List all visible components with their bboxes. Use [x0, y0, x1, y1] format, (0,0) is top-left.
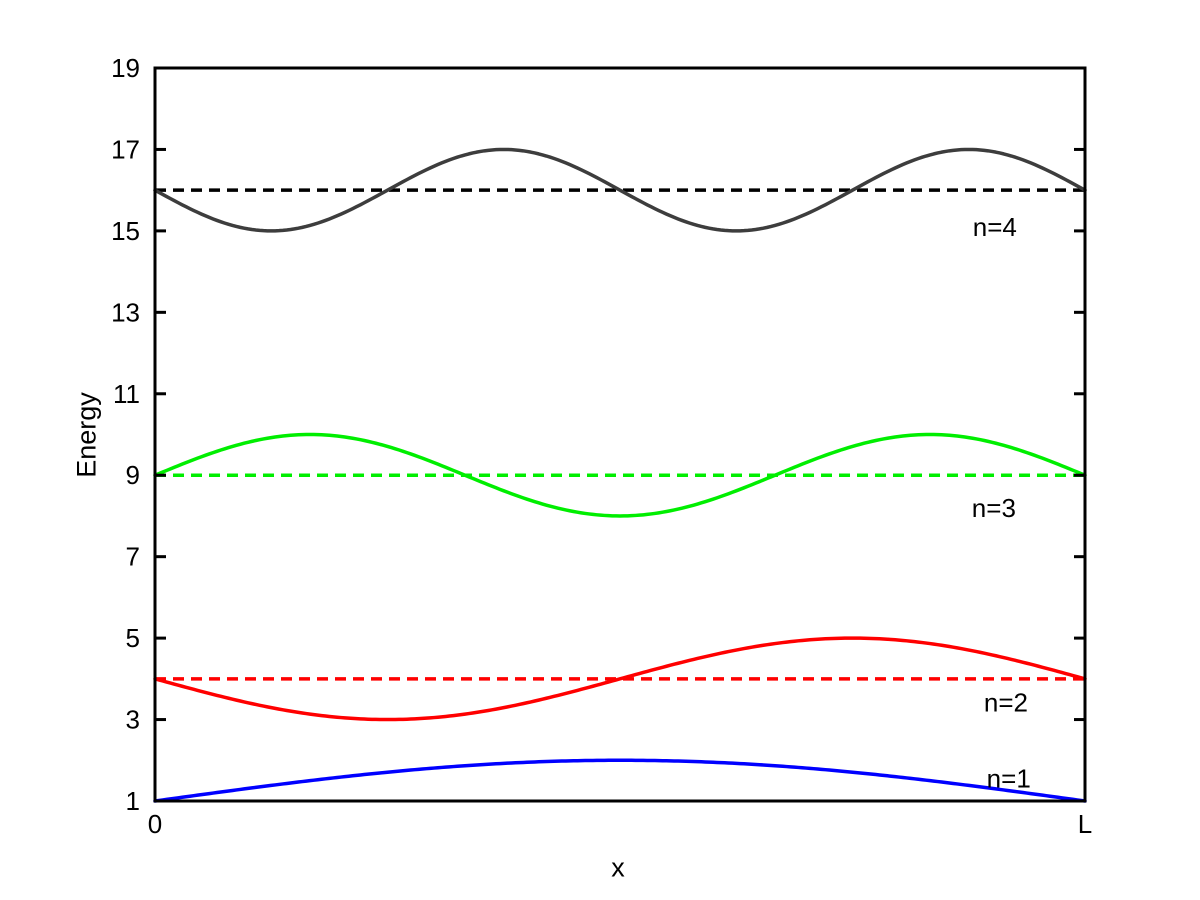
curve-annotation-n2: n=2	[984, 687, 1028, 717]
y-axis-title: Energy	[71, 392, 102, 478]
y-tick-label: 17	[111, 134, 140, 164]
y-tick-label: 7	[126, 542, 140, 572]
y-tick-label: 13	[111, 297, 140, 327]
y-tick-label: 1	[126, 786, 140, 816]
x-tick-label: L	[1078, 809, 1092, 839]
wavefunction-curve-n3	[153, 432, 1087, 518]
curve-annotation-n3: n=3	[972, 493, 1016, 523]
wavefunction-curve-n2	[153, 636, 1087, 722]
y-tick-label: 11	[113, 379, 140, 409]
y-tick-label: 15	[111, 216, 140, 246]
wavefunction-curve-n1	[153, 758, 1087, 803]
y-tick-label: 3	[126, 705, 140, 735]
y-tick-label: 19	[111, 53, 140, 83]
curve-annotation-n4: n=4	[973, 212, 1017, 242]
curve-annotation-n1: n=1	[987, 764, 1031, 794]
y-tick-label: 9	[126, 460, 140, 490]
axes-box	[153, 66, 1087, 803]
y-tick-label: 5	[126, 623, 140, 653]
wavefunction-curve-n4	[153, 147, 1087, 233]
x-axis-title: x	[611, 852, 625, 883]
x-tick-label: 0	[148, 809, 162, 839]
